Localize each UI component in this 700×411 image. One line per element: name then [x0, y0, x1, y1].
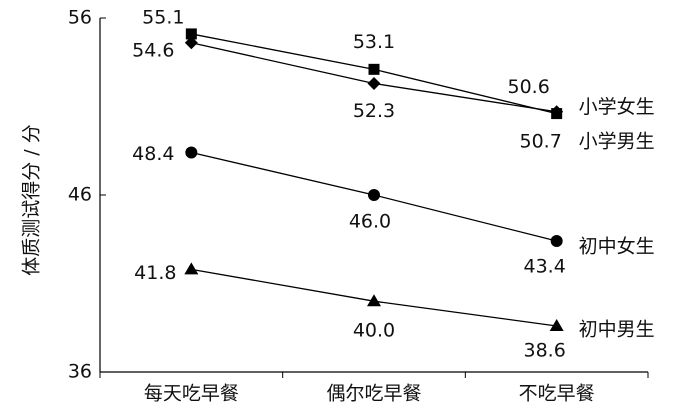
marker — [185, 28, 197, 40]
y-tick-label: 46 — [68, 184, 92, 206]
value-label: 50.6 — [508, 76, 550, 98]
marker — [367, 76, 381, 90]
marker — [550, 235, 563, 248]
marker — [367, 294, 381, 307]
marker — [184, 36, 198, 50]
y-tick-label: 36 — [68, 361, 92, 383]
x-tick-label: 不吃早餐 — [519, 383, 595, 405]
y-axis-label: 体质测试得分 / 分 — [21, 124, 43, 275]
marker — [550, 105, 564, 119]
legend-label: 小学男生 — [579, 130, 655, 152]
value-label: 48.4 — [132, 143, 174, 165]
value-label: 53.1 — [353, 31, 395, 53]
legend-label: 初中男生 — [579, 318, 655, 340]
legend-label: 初中女生 — [579, 236, 655, 258]
value-label: 54.6 — [132, 39, 174, 61]
marker — [368, 63, 380, 75]
value-label: 43.4 — [524, 256, 566, 278]
legend-label: 小学女生 — [579, 96, 655, 118]
value-label: 40.0 — [353, 320, 395, 342]
value-label: 50.7 — [520, 130, 562, 152]
value-label: 38.6 — [524, 339, 566, 361]
value-label: 46.0 — [349, 211, 391, 233]
y-tick-label: 56 — [68, 7, 92, 29]
value-label: 41.8 — [134, 262, 176, 284]
marker — [184, 262, 199, 275]
value-label: 55.1 — [142, 6, 184, 28]
value-label: 52.3 — [353, 100, 395, 122]
x-tick-label: 偶尔吃早餐 — [326, 383, 421, 405]
marker — [185, 146, 198, 159]
x-tick-label: 每天吃早餐 — [144, 383, 239, 405]
marker — [549, 318, 564, 331]
marker — [368, 189, 380, 201]
